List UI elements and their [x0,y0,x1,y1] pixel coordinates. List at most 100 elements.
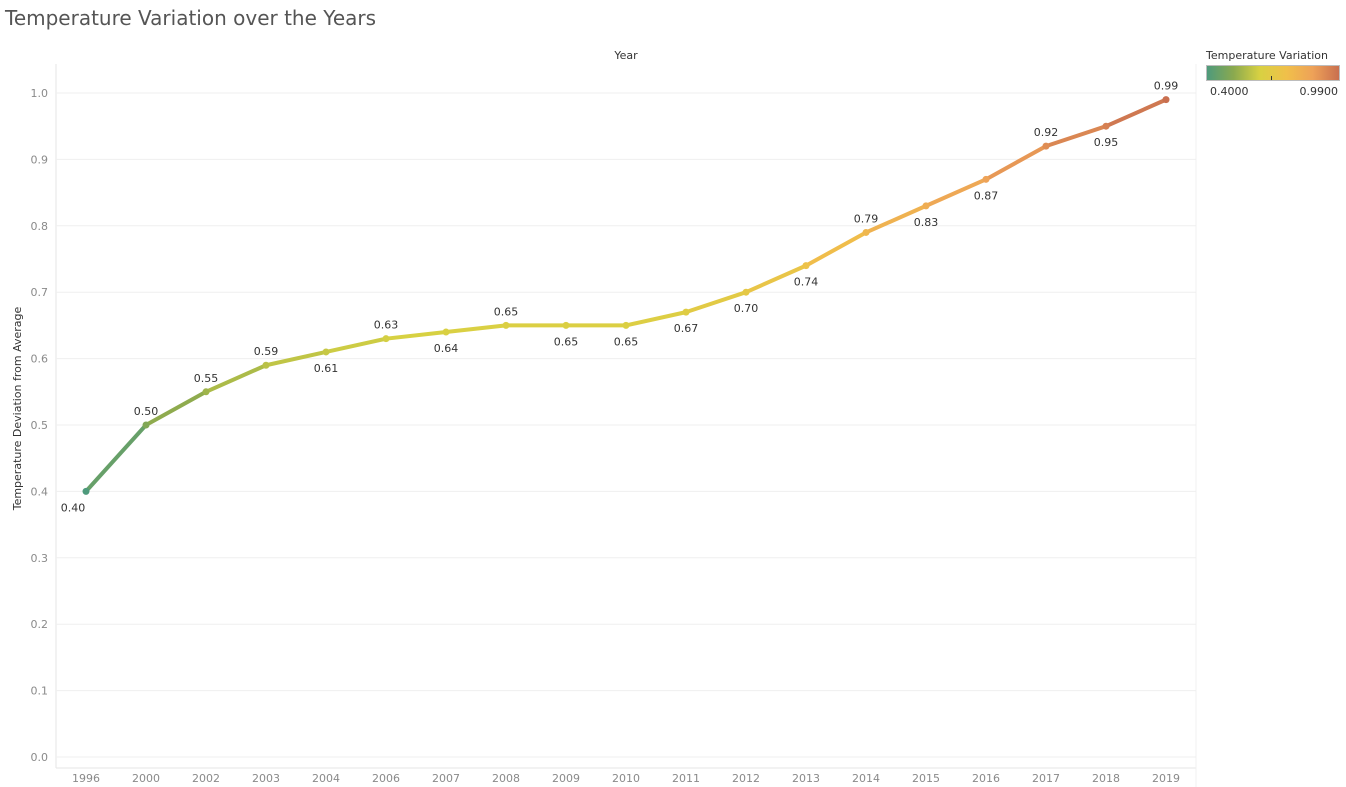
data-point [202,388,210,396]
x-tick-label: 2016 [972,772,1000,785]
y-tick-label: 0.0 [31,751,49,764]
data-point [982,175,990,183]
data-point [442,328,450,336]
data-point [262,361,270,369]
x-tick-label: 2006 [372,772,400,785]
y-tick-label: 0.1 [31,685,49,698]
x-tick-label: 2010 [612,772,640,785]
x-tick-label: 2008 [492,772,520,785]
series-line-segment [444,323,508,335]
y-axis-title: Temperature Deviation from Average [11,306,24,511]
data-label: 0.65 [494,305,519,318]
legend-gradient-bar [1206,65,1340,81]
data-label: 0.67 [674,322,699,335]
legend-mid-tick [1271,76,1272,80]
legend-labels: 0.4000 0.9900 [1206,85,1340,101]
x-tick-label: 2015 [912,772,940,785]
x-tick-label: 2012 [732,772,760,785]
data-point [622,321,630,329]
series-line-segment [1104,97,1168,129]
data-label: 0.74 [794,276,819,289]
data-label: 0.99 [1154,80,1179,93]
series-line-segment [384,330,448,341]
series-line-segment [624,310,688,328]
y-tick-label: 0.7 [31,286,49,299]
data-point [382,335,390,343]
x-tick-label: 2017 [1032,772,1060,785]
data-label: 0.64 [434,342,459,355]
data-label: 0.65 [554,335,579,348]
x-tick-label: 2014 [852,772,880,785]
data-label: 0.95 [1094,136,1119,149]
series-line-segment [204,363,268,394]
series-line-segment [804,230,868,268]
series-line-segment [864,203,928,235]
data-point [862,228,870,236]
series-line-segment [1044,124,1108,149]
data-point [802,262,810,270]
data-point [1102,122,1110,130]
x-tick-label: 1996 [72,772,100,785]
y-tick-label: 0.8 [31,220,49,233]
chart-title: Temperature Variation over the Years [5,6,377,30]
series-line-segment [924,177,988,208]
data-label: 0.92 [1034,126,1059,139]
series-line-segment [984,144,1048,182]
data-label: 0.79 [854,212,879,225]
axis-layer: 0.0 0.1 0.2 0.3 0.4 0.5 0.6 0.7 0.8 0.9 1.0 1996 200… [11,49,1180,785]
legend-title: Temperature Variation [1206,49,1328,62]
x-tick-label: 2019 [1152,772,1180,785]
series-line-layer [84,97,1168,494]
data-label: 0.87 [974,189,999,202]
series-line-segment [684,290,748,315]
x-tick-label: 2013 [792,772,820,785]
x-axis-title: Year [613,49,638,62]
data-point [82,487,90,495]
x-tick-label: 2009 [552,772,580,785]
y-tick-label: 0.2 [31,618,49,631]
data-label-layer: 0.40 0.50 0.55 0.59 0.61 0.63 0.64 0.65 0.65 0.65… [61,80,1179,515]
data-label: 0.63 [374,319,399,332]
data-label: 0.40 [61,501,86,514]
y-tick-label: 0.6 [31,353,49,366]
y-tick-label: 0.3 [31,552,49,565]
series-line-segment [264,349,328,368]
series-line-segment [84,423,148,494]
y-tick-label: 0.5 [31,419,49,432]
x-tick-label: 2011 [672,772,700,785]
x-tick-label: 2007 [432,772,460,785]
y-tick-label: 1.0 [31,87,49,100]
legend-min-label: 0.4000 [1210,85,1249,98]
data-point [742,288,750,296]
x-tick-label: 2002 [192,772,220,785]
legend-max-label: 0.9900 [1299,85,1339,98]
data-label: 0.50 [134,405,159,418]
data-label: 0.55 [194,372,219,385]
data-point [322,348,330,356]
data-label: 0.83 [914,216,939,229]
data-point [1162,96,1170,104]
data-point [1042,142,1050,150]
x-tick-label: 2004 [312,772,340,785]
data-point [502,321,510,329]
data-point [562,321,570,329]
series-line-segment [144,389,208,427]
data-label: 0.70 [734,302,759,315]
data-point [142,421,150,429]
data-label: 0.59 [254,345,279,358]
data-label: 0.65 [614,335,639,348]
x-tick-label: 2018 [1092,772,1120,785]
x-tick-label: 2000 [132,772,160,785]
series-line-segment [744,263,808,295]
data-point [682,308,690,316]
y-tick-label: 0.9 [31,153,49,166]
data-point-layer [82,96,1170,495]
x-tick-label: 2003 [252,772,280,785]
color-legend: Temperature Variation 0.4000 0.9900 [1206,49,1342,101]
y-tick-label: 0.4 [31,485,49,498]
data-label: 0.61 [314,362,339,375]
data-point [922,202,930,210]
series-line-segment [324,336,388,354]
